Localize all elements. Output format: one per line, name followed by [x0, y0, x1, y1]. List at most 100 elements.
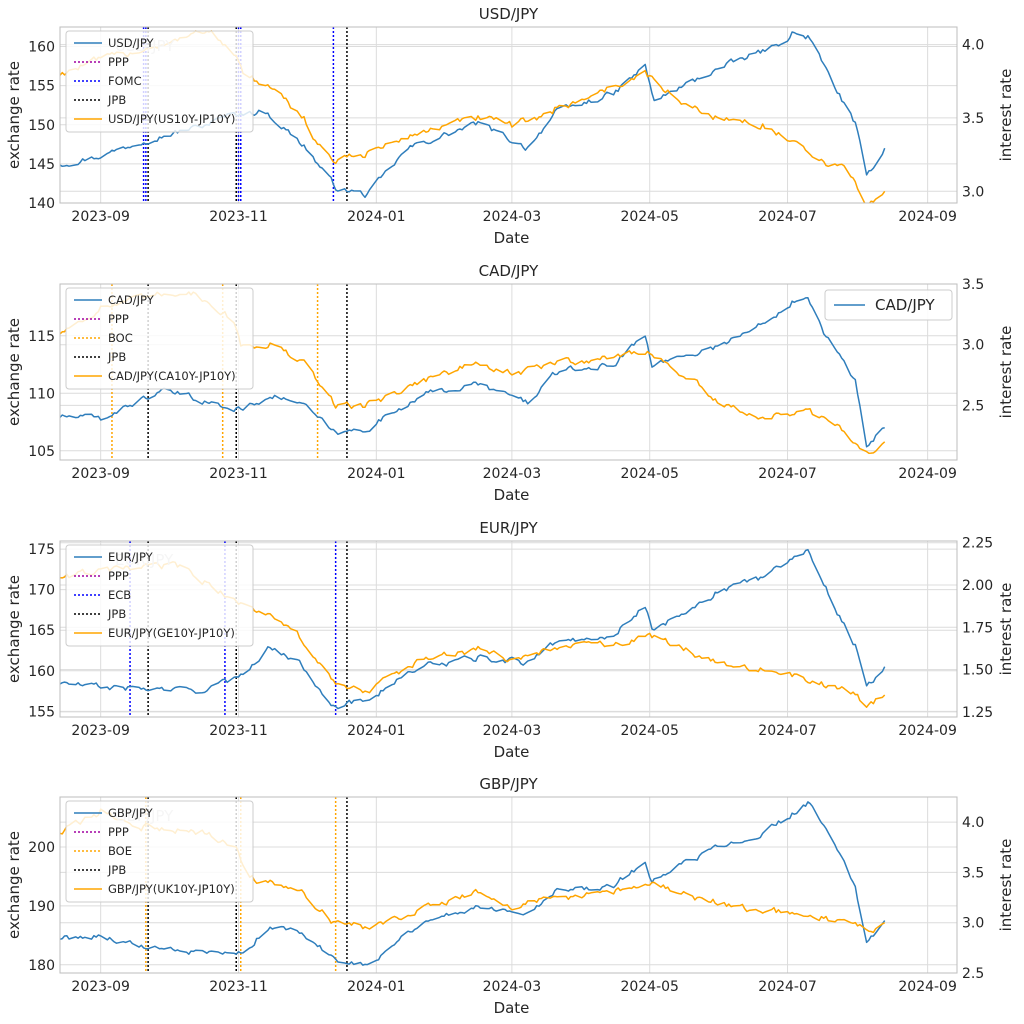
x-tick-label: 2023-11	[209, 979, 268, 995]
y-tick-label: 150	[28, 118, 55, 134]
legend-entry: EUR/JPY	[108, 550, 154, 564]
x-tick-label: 2024-07	[758, 723, 817, 739]
y2-tick-label: 1.50	[962, 663, 993, 679]
y2-axis-label: interest rate	[997, 583, 1015, 676]
x-tick-label: 2023-11	[209, 209, 268, 225]
y-tick-label: 190	[28, 899, 55, 915]
y2-tick-label: 3.5	[962, 865, 984, 881]
y2-tick-label: 4.0	[962, 38, 984, 54]
x-tick-label: 2023-09	[71, 209, 130, 225]
x-tick-label: 2024-03	[483, 466, 542, 482]
y2-tick-label: 3.0	[962, 184, 984, 200]
y-tick-label: 200	[28, 840, 55, 856]
x-tick-label: 2023-09	[71, 979, 130, 995]
x-tick-label: 2024-01	[347, 209, 406, 225]
series-rate-line	[60, 296, 885, 448]
x-tick-label: 2024-09	[898, 723, 957, 739]
legend-entry: BOE	[108, 844, 132, 858]
y2-tick-label: 2.25	[962, 536, 993, 552]
legend-box	[65, 544, 254, 647]
legend: EUR/JPY PPP ECB JPB EUR/JPY(GE10Y-JP10Y)	[65, 544, 254, 647]
x-tick-label: 2024-09	[898, 466, 957, 482]
x-tick-label: 2023-09	[71, 723, 130, 739]
x-axis-label: Date	[494, 229, 530, 247]
legend-entry: GBP/JPY(UK10Y-JP10Y)	[108, 882, 235, 896]
y-tick-label: 145	[28, 157, 55, 173]
legend-entry: JPB	[107, 93, 126, 107]
y2-axis-label: interest rate	[997, 839, 1015, 932]
legend-entry: USD/JPY	[108, 36, 155, 50]
x-tick-label: 2024-01	[347, 466, 406, 482]
y-axis-label: exchange rate	[5, 831, 23, 939]
legend-entry: GBP/JPY	[108, 806, 154, 820]
legend-entry: EUR/JPY(GE10Y-JP10Y)	[108, 626, 235, 640]
legend-right: CAD/JPY	[824, 289, 953, 321]
y2-tick-label: 3.5	[962, 111, 984, 127]
x-tick-label: 2024-01	[347, 979, 406, 995]
legend: GBP/JPY PPP BOE JPB GBP/JPY(UK10Y-JP10Y)	[65, 800, 254, 903]
legend-entry: JPB	[107, 607, 126, 621]
legend-entry: BOC	[108, 331, 133, 345]
chart-panel-1: CAD/JPY 2023-09 2023-11 2024-01 2024-03 2024-…	[5, 262, 1015, 504]
chart-title: GBP/JPY	[479, 775, 538, 793]
y2-tick-label: 3.5	[962, 277, 984, 293]
legend-entry: CAD/JPY	[108, 293, 155, 307]
chart-title: CAD/JPY	[479, 262, 539, 280]
legend-entry: PPP	[108, 569, 129, 583]
y2-axis-label: interest rate	[997, 326, 1015, 419]
y-tick-label: 155	[28, 79, 55, 95]
x-tick-label: 2024-09	[898, 209, 957, 225]
chart-panel-0: USD/JPY 2023-09 2023-11 2024-01 2024-03 2024-…	[5, 5, 1015, 247]
series-rate-line	[60, 801, 886, 966]
legend-right-entry: CAD/JPY	[875, 296, 935, 314]
plot-frame	[59, 283, 958, 461]
y2-tick-label: 3.0	[962, 338, 984, 354]
x-tick-label: 2023-11	[209, 723, 268, 739]
y2-tick-label: 4.0	[962, 815, 984, 831]
y2-tick-label: 2.5	[962, 966, 984, 982]
plot-frame	[59, 796, 958, 974]
x-axis-label: Date	[494, 486, 530, 504]
y-tick-label: 160	[28, 664, 55, 680]
y2-tick-label: 3.0	[962, 916, 984, 932]
x-tick-label: 2024-05	[620, 466, 679, 482]
x-tick-label: 2024-07	[758, 209, 817, 225]
x-tick-label: 2024-07	[758, 466, 817, 482]
y-tick-label: 105	[28, 444, 55, 460]
y2-tick-label: 2.00	[962, 578, 993, 594]
legend-entry: USD/JPY(US10Y-JP10Y)	[108, 112, 235, 126]
legend-entry: PPP	[108, 825, 129, 839]
y-axis-label: exchange rate	[5, 575, 23, 683]
chart-panel-2: EUR/JPY 2023-09 2023-11 2024-01 2024-03 2024-…	[5, 519, 1015, 761]
y2-tick-label: 2.5	[962, 398, 984, 414]
legend-entry: JPB	[107, 350, 126, 364]
x-tick-label: 2024-01	[347, 723, 406, 739]
y-tick-label: 115	[28, 329, 55, 345]
x-tick-label: 2024-09	[898, 979, 957, 995]
y-axis-label: exchange rate	[5, 61, 23, 169]
x-axis-label: Date	[494, 743, 530, 761]
legend: CAD/JPY PPP BOC JPB CAD/JPY(CA10Y-JP10Y)	[65, 287, 254, 390]
y2-tick-label: 1.75	[962, 620, 993, 636]
legend-box	[65, 30, 254, 133]
plot-frame	[59, 26, 958, 204]
chart-title: EUR/JPY	[479, 519, 538, 537]
y-tick-label: 180	[28, 958, 55, 974]
y-tick-label: 140	[28, 196, 55, 212]
legend-entry: FOMC	[108, 74, 142, 88]
legend-entry: CAD/JPY(CA10Y-JP10Y)	[108, 369, 236, 383]
x-tick-label: 2024-05	[620, 979, 679, 995]
x-tick-label: 2024-05	[620, 209, 679, 225]
legend-entry: JPB	[107, 863, 126, 877]
chart-title: USD/JPY	[479, 5, 539, 23]
y-tick-label: 165	[28, 623, 55, 639]
chart-panel-3: GBP/JPY 2023-09 2023-11 2024-01 2024-03 2024-…	[5, 775, 1015, 1017]
legend-entry: PPP	[108, 312, 129, 326]
legend: USD/JPY PPP FOMC JPB USD/JPY(US10Y-JP10Y)	[65, 30, 254, 133]
legend-entry: PPP	[108, 55, 129, 69]
legend-entry: ECB	[108, 588, 131, 602]
x-tick-label: 2024-07	[758, 979, 817, 995]
x-tick-label: 2024-03	[483, 979, 542, 995]
x-tick-label: 2023-11	[209, 466, 268, 482]
